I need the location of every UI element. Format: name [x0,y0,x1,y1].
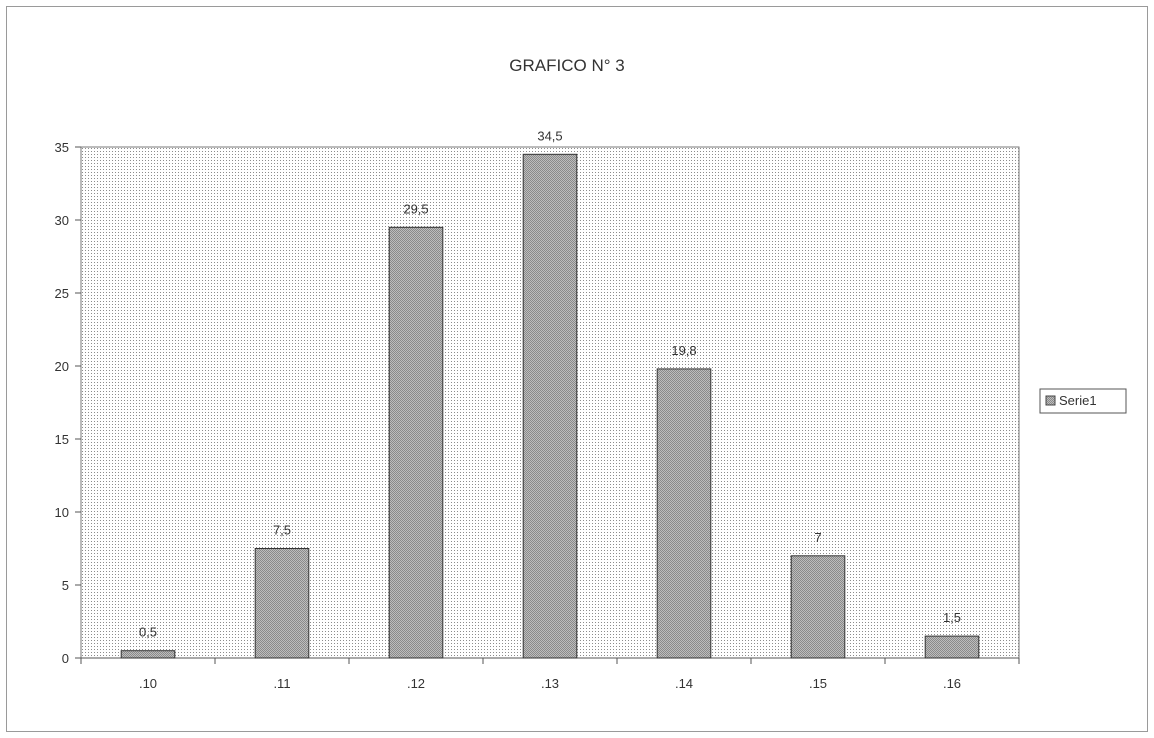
bar [522,153,578,659]
y-tick-label: 10 [55,505,69,520]
x-tick-label: .15 [809,676,827,691]
bar-value-label: 7 [814,530,821,545]
bar [254,548,310,659]
x-tick-label: .16 [943,676,961,691]
y-tick-label: 30 [55,213,69,228]
legend-swatch [1045,395,1056,406]
bar-value-label: 0,5 [139,625,157,640]
x-tick-label: .14 [675,676,693,691]
x-axis: .10 .11 .12 .13 .14 .15 .16 [80,657,1020,691]
x-tick-label: .10 [139,676,157,691]
bar [924,635,980,659]
x-tick-label: .11 [273,676,290,691]
data-labels: 0,5 7,5 29,5 34,5 19,8 7 1,5 [139,128,961,639]
bar-chart: GRAFICO N° 3 0 5 10 15 20 25 30 35 .10 .11 .12 .13… [55,56,1127,691]
bar-value-label: 19,8 [671,343,696,358]
bar-value-label: 1,5 [943,610,961,625]
y-tick-label: 5 [62,578,69,593]
chart-title: GRAFICO N° 3 [509,56,624,75]
y-tick-label: 0 [62,651,69,666]
bar [388,226,444,659]
bars [120,153,980,659]
legend: Serie1 [1039,388,1127,414]
y-tick-label: 35 [55,140,69,155]
legend-label: Serie1 [1059,393,1097,408]
chart-frame: GRAFICO N° 3 0 5 10 15 20 25 30 35 .10 .11 .12 .13… [6,6,1148,732]
x-tick-label: .12 [407,676,425,691]
x-tick-label: .13 [541,676,559,691]
bar-value-label: 34,5 [537,128,562,143]
bar [120,650,176,659]
bar-value-label: 7,5 [273,523,291,538]
y-axis: 0 5 10 15 20 25 30 35 [55,140,81,666]
bar-value-label: 29,5 [403,201,428,216]
y-tick-label: 25 [55,286,69,301]
bar [790,555,846,659]
bar [656,368,712,659]
y-tick-label: 15 [55,432,69,447]
y-tick-label: 20 [55,359,69,374]
